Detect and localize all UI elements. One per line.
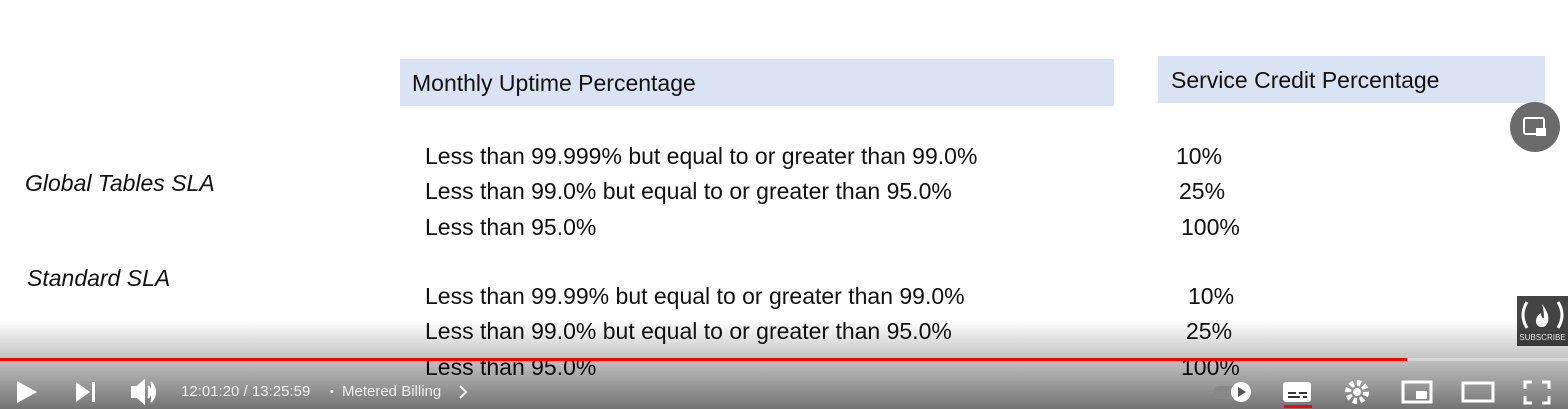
condition: Less than 99.0% but equal to or greater … — [425, 178, 952, 204]
condition: Less than 99.999% but equal to or greate… — [425, 143, 978, 169]
header: Service Credit Percentage — [1171, 67, 1440, 93]
credit: 25% — [1179, 178, 1226, 204]
credit: 10% — [1176, 143, 1223, 169]
group-label: Global Tables SLA — [25, 170, 215, 196]
chapter[interactable]: Metered Billing — [342, 383, 442, 400]
icon — [1288, 392, 1307, 398]
expand-button[interactable] — [1510, 102, 1560, 152]
condition: Less than 95.0% — [425, 214, 597, 240]
play-button[interactable] — [17, 381, 37, 403]
condition: Less than 99.99% but equal to or greater… — [425, 283, 965, 309]
icon — [1523, 117, 1545, 135]
right-controls — [1213, 380, 1551, 408]
progress-played — [0, 358, 1407, 361]
header-box — [400, 59, 1114, 106]
time: 12:01:20 / 13:25:59 — [181, 383, 311, 400]
fullscreen-button[interactable] — [1523, 380, 1551, 405]
header-box — [1158, 56, 1545, 103]
icon — [1238, 387, 1246, 397]
left-controls — [17, 378, 156, 406]
volume-button[interactable] — [131, 378, 156, 406]
miniplayer-button[interactable] — [1401, 380, 1433, 404]
icon — [1416, 391, 1427, 399]
chapter-chevron[interactable] — [456, 384, 470, 400]
theater-button[interactable] — [1461, 381, 1495, 403]
icon — [1536, 128, 1546, 136]
group-label: Standard SLA — [27, 265, 171, 291]
credit: 100% — [1181, 214, 1240, 240]
button-bg — [1510, 102, 1560, 152]
subtitles-indicator — [1284, 405, 1312, 408]
icon — [1353, 388, 1361, 396]
credit: 10% — [1188, 283, 1235, 309]
header: Monthly Uptime Percentage — [412, 70, 696, 96]
next-button[interactable] — [76, 382, 95, 402]
separator: • — [330, 386, 334, 398]
settings-button[interactable] — [1345, 380, 1369, 404]
